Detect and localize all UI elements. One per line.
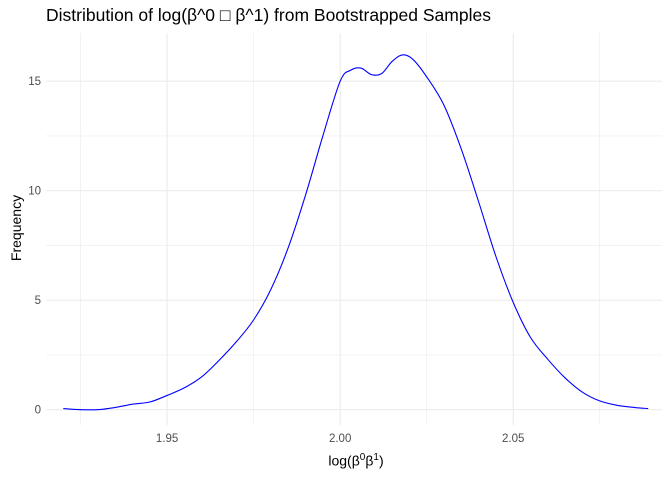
x-tick-label: 2.00 (329, 433, 351, 445)
x-axis-label: log(β0β1) (328, 452, 384, 469)
chart-title: Distribution of log(β^0 □ β^1) from Boot… (46, 5, 491, 25)
grid-lines (46, 33, 662, 425)
tick-labels: 1.95 2.00 2.05 0 5 10 15 (28, 76, 524, 445)
y-tick-label: 0 (35, 405, 41, 417)
y-tick-label: 15 (28, 76, 41, 88)
y-axis-label: Frequency (8, 194, 24, 262)
x-tick-label: 1.95 (156, 433, 178, 445)
y-tick-label: 10 (28, 186, 41, 198)
x-tick-label: 2.05 (502, 433, 524, 445)
y-tick-label: 5 (35, 295, 41, 307)
density-line (63, 54, 649, 411)
